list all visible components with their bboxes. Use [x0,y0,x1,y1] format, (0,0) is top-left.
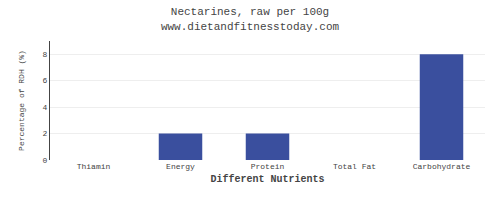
svg-text:Energy: Energy [166,162,195,171]
svg-text:8: 8 [43,50,48,59]
svg-text:2: 2 [43,129,48,138]
svg-text:0: 0 [43,156,48,165]
svg-text:Total Fat: Total Fat [333,162,376,171]
svg-text:Different Nutrients: Different Nutrients [210,174,324,185]
svg-text:Carbohydrate: Carbohydrate [413,162,471,171]
svg-text:6: 6 [43,76,48,85]
svg-text:Percentage of RDH (%): Percentage of RDH (%) [17,50,26,151]
svg-text:4: 4 [43,103,48,112]
svg-text:Protein: Protein [251,162,285,171]
svg-text:Thiamin: Thiamin [77,162,111,171]
svg-text:Nectarines, raw per 100gwww.di: Nectarines, raw per 100gwww.dietandfitne… [161,6,340,32]
